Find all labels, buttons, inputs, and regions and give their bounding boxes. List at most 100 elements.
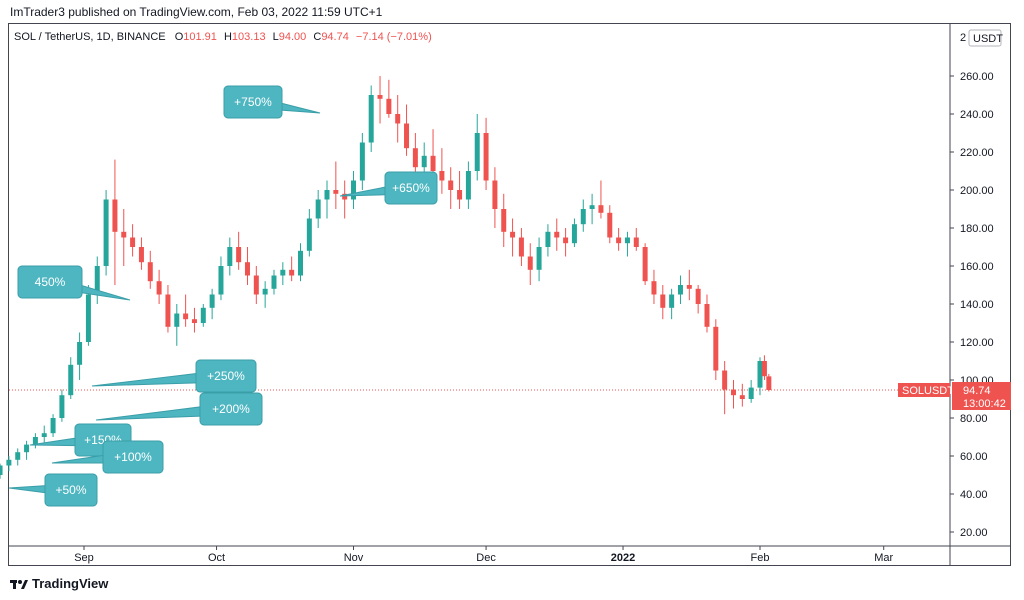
price-tick-label: 40.00 bbox=[960, 489, 988, 501]
candle-body bbox=[761, 361, 767, 377]
candle-body bbox=[297, 250, 303, 276]
candle-body bbox=[465, 171, 471, 200]
candle-body bbox=[227, 247, 233, 266]
candle-body bbox=[342, 193, 348, 200]
candle-body bbox=[748, 387, 754, 399]
candle-body bbox=[191, 319, 197, 323]
candle-body bbox=[324, 190, 330, 200]
candle-body bbox=[404, 123, 410, 149]
callout-box bbox=[223, 85, 283, 119]
candle-body bbox=[41, 433, 47, 437]
tradingview-brand: TradingView bbox=[32, 576, 109, 591]
candle-body bbox=[147, 262, 153, 282]
time-tick-label: Sep bbox=[74, 552, 94, 564]
candle-body bbox=[130, 237, 136, 247]
candle-body bbox=[6, 459, 12, 466]
low-label: L bbox=[272, 31, 279, 43]
time-tick-label: Mar bbox=[874, 552, 893, 564]
candle-body bbox=[15, 452, 21, 460]
candle-body bbox=[289, 269, 295, 276]
candle-body bbox=[68, 364, 74, 396]
callout-label: +750% bbox=[234, 95, 272, 109]
candle-body bbox=[704, 304, 710, 327]
candle-body bbox=[660, 294, 666, 308]
candle-body bbox=[713, 326, 719, 371]
candle-body bbox=[730, 389, 736, 396]
candle-body bbox=[236, 247, 242, 263]
candle-body bbox=[77, 342, 83, 365]
price-axis-top-label: 2 bbox=[960, 32, 966, 44]
time-tick-label: Oct bbox=[208, 552, 225, 564]
publisher-caption: ImTrader3 published on TradingView.com, … bbox=[10, 5, 383, 19]
candle-body bbox=[421, 155, 427, 168]
callout-box bbox=[102, 440, 164, 474]
price-axis: 260.00240.00220.00200.00180.00160.00140.… bbox=[898, 24, 1011, 565]
candle-body bbox=[669, 294, 675, 308]
callout-box bbox=[195, 359, 257, 393]
candle-body bbox=[642, 247, 648, 282]
candle-body bbox=[24, 444, 30, 453]
high-label: H bbox=[223, 31, 232, 43]
candle-body bbox=[722, 370, 728, 390]
tradingview-logo[interactable]: TradingView bbox=[10, 576, 108, 591]
time-tick-label: Feb bbox=[751, 552, 770, 564]
candle-body bbox=[651, 281, 657, 295]
callout-label: 450% bbox=[35, 275, 66, 289]
price-tick-label: 80.00 bbox=[960, 413, 988, 425]
price-tick-label: 140.00 bbox=[960, 299, 994, 311]
candle-body bbox=[315, 199, 321, 219]
candle-body bbox=[571, 224, 577, 244]
high-value: 103.13 bbox=[231, 31, 266, 43]
candle-body bbox=[457, 190, 463, 200]
last-price-symbol: SOLUSDT bbox=[902, 385, 954, 397]
candle-body bbox=[262, 288, 268, 295]
tradingview-logo-icon bbox=[10, 579, 28, 589]
callout-label: +200% bbox=[212, 402, 250, 416]
price-tick-label: 160.00 bbox=[960, 261, 994, 273]
candle-body bbox=[112, 199, 118, 232]
candle-body bbox=[554, 231, 560, 238]
time-tick-label: Dec bbox=[476, 552, 496, 564]
candle-body bbox=[244, 262, 250, 276]
candle-body bbox=[536, 247, 542, 270]
last-price-badge bbox=[952, 381, 1011, 410]
candle-body bbox=[280, 269, 286, 276]
callouts-group: +750%+650%450%+250%+200%+150%+100%+50% bbox=[8, 85, 438, 507]
candle-body bbox=[439, 171, 445, 181]
symbol-label[interactable]: SOL / TetherUS, 1D, BINANCE bbox=[14, 31, 166, 43]
candle-body bbox=[50, 418, 56, 434]
candle-body bbox=[677, 285, 683, 295]
time-axis: Sep Oct Nov Dec 2022 Feb Mar bbox=[9, 545, 1011, 564]
last-price-value: 94.74 bbox=[963, 385, 991, 397]
candle-body bbox=[218, 266, 224, 295]
close-label: C bbox=[313, 31, 322, 43]
close-value: 94.74 bbox=[321, 31, 349, 43]
candle-body bbox=[739, 395, 745, 399]
candle-body bbox=[395, 114, 401, 124]
candle-body bbox=[156, 281, 162, 295]
candle-body bbox=[253, 275, 259, 295]
callout-label: +650% bbox=[392, 181, 430, 195]
price-tick-label: 60.00 bbox=[960, 451, 988, 463]
callout-box bbox=[44, 473, 98, 507]
candle-body bbox=[483, 133, 489, 181]
callout-box bbox=[199, 392, 263, 426]
candle-body bbox=[138, 247, 144, 263]
candle-body bbox=[368, 95, 374, 143]
time-tick-label: 2022 bbox=[611, 552, 635, 564]
price-tick-label: 240.00 bbox=[960, 109, 994, 121]
candle-body bbox=[165, 294, 171, 327]
candle-body bbox=[545, 231, 551, 247]
candle-body bbox=[103, 199, 109, 266]
candle-body bbox=[183, 313, 189, 320]
callout-label: +100% bbox=[114, 450, 152, 464]
candle-body bbox=[448, 180, 454, 190]
callout-box bbox=[384, 171, 438, 205]
candle-body bbox=[377, 95, 383, 99]
callout-label: +250% bbox=[207, 369, 245, 383]
candle-body bbox=[563, 237, 569, 244]
symbol-legend: SOL / TetherUS, 1D, BINANCE O101.91 H103… bbox=[14, 31, 432, 43]
low-value: 94.00 bbox=[278, 31, 307, 43]
price-tick-label: 200.00 bbox=[960, 185, 994, 197]
